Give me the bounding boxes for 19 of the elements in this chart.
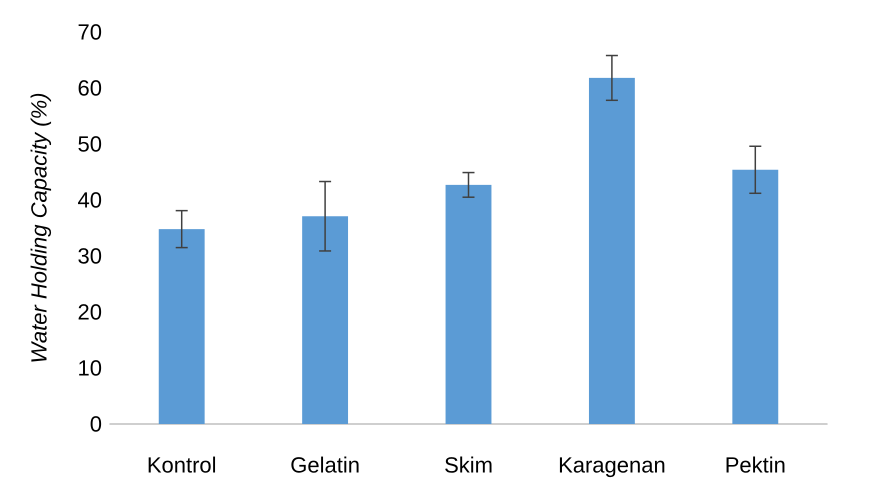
y-tick-label: 50: [78, 132, 102, 156]
x-tick-label: Skim: [444, 452, 493, 478]
bar: [732, 170, 778, 424]
x-tick-label: Kontrol: [146, 452, 217, 478]
y-tick-label: 40: [78, 188, 102, 212]
bar: [158, 229, 205, 424]
bar: [302, 216, 348, 424]
y-axis-title: Water Holding Capacity (%): [26, 92, 52, 364]
y-tick-label: 10: [78, 356, 102, 380]
x-tick-label: Pektin: [724, 452, 786, 478]
bar: [588, 78, 635, 424]
x-tick-label: Karagenan: [558, 452, 666, 478]
y-tick-label: 0: [90, 412, 102, 436]
x-tick-label: Gelatin: [290, 452, 360, 478]
y-tick-label: 70: [78, 20, 102, 44]
bar: [446, 184, 492, 424]
y-tick-label: 20: [78, 300, 102, 324]
y-tick-label: 60: [78, 76, 102, 100]
y-tick-label: 30: [78, 244, 102, 268]
